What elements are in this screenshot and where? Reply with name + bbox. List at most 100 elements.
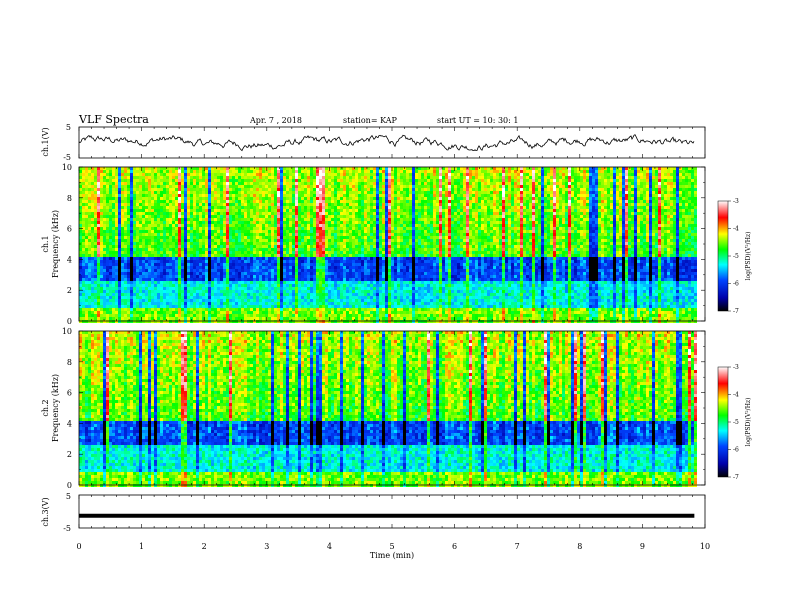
spectrogram-cell	[328, 224, 331, 227]
spectrogram-cell	[379, 224, 382, 227]
spectrogram-cell	[187, 224, 190, 227]
spectrogram-cell	[511, 197, 514, 200]
spectrogram-cell	[670, 170, 673, 173]
spectrogram-cell	[583, 212, 586, 215]
spectrogram-cell	[496, 221, 499, 224]
spectrogram-cell	[148, 212, 151, 215]
spectrogram-cell	[88, 188, 91, 191]
spectrogram-cell	[244, 170, 247, 173]
spectrogram-cell	[448, 182, 451, 185]
spectrogram-cell	[448, 212, 451, 215]
spectrogram-cell	[400, 188, 403, 191]
spectrogram-cell	[247, 191, 250, 194]
spectrogram-cell	[196, 188, 199, 191]
spectrogram-cell	[250, 194, 253, 197]
spectrogram-cell	[418, 221, 421, 224]
spectrogram-cell	[532, 185, 535, 188]
spectrogram-cell	[304, 221, 307, 224]
spectrogram-cell	[514, 221, 517, 224]
spectrogram-cell	[109, 167, 112, 170]
spectrogram-cell	[454, 212, 457, 215]
spectrogram-cell	[277, 188, 280, 191]
spectrogram-cell	[466, 167, 469, 170]
spectrogram-cell	[688, 167, 691, 170]
spectrogram-cell	[247, 167, 250, 170]
spectrogram-cell	[679, 191, 682, 194]
spectrogram-cell	[175, 167, 178, 170]
spectrogram-cell	[529, 176, 532, 179]
spectrogram-cell	[646, 224, 649, 227]
spectrogram-cell	[85, 188, 88, 191]
spectrogram-cell	[208, 203, 211, 206]
spectrogram-cell	[496, 182, 499, 185]
spectrogram-cell	[433, 203, 436, 206]
spectrogram-cell	[469, 224, 472, 227]
spectrogram-cell	[547, 215, 550, 218]
spectrogram-cell	[544, 203, 547, 206]
spectrogram-cell	[175, 230, 178, 233]
spectrogram-cell	[463, 200, 466, 203]
spectrogram-cell	[553, 194, 556, 197]
spectrogram-cell	[364, 227, 367, 230]
spectrogram-cell	[310, 173, 313, 176]
spectrogram-cell	[415, 173, 418, 176]
spectrogram-cell	[679, 233, 682, 236]
spectrogram-cell	[616, 173, 619, 176]
spectrogram-cell	[271, 236, 274, 239]
spectrogram-cell	[379, 194, 382, 197]
spectrogram-cell	[673, 179, 676, 182]
spectrogram-cell	[181, 218, 184, 221]
spectrogram-cell	[457, 203, 460, 206]
spectrogram-cell	[361, 218, 364, 221]
spectrogram-cell	[580, 197, 583, 200]
spectrogram-cell	[265, 227, 268, 230]
spectrogram-cell	[685, 224, 688, 227]
spectrogram-cell	[202, 191, 205, 194]
spectrogram-cell	[292, 170, 295, 173]
spectrogram-cell	[100, 206, 103, 209]
spectrogram-cell	[679, 221, 682, 224]
spectrogram-cell	[667, 209, 670, 212]
spectrogram-cell	[433, 167, 436, 170]
spectrogram-cell	[184, 212, 187, 215]
spectrogram-cell	[307, 227, 310, 230]
spectrogram-cell	[298, 173, 301, 176]
spectrogram-cell	[127, 215, 130, 218]
spectrogram-cell	[373, 212, 376, 215]
spectrogram-cell	[580, 227, 583, 230]
spectrogram-cell	[673, 209, 676, 212]
spectrogram-cell	[655, 203, 658, 206]
spectrogram-cell	[550, 197, 553, 200]
spectrogram-cell	[430, 236, 433, 239]
spectrogram-cell	[112, 227, 115, 230]
spectrogram-cell	[169, 203, 172, 206]
spectrogram-cell	[688, 176, 691, 179]
spectrogram-cell	[277, 167, 280, 170]
spectrogram-cell	[340, 224, 343, 227]
spectrogram-cell	[658, 233, 661, 236]
spectrogram-cell	[355, 212, 358, 215]
spectrogram-cell	[520, 200, 523, 203]
spectrogram-cell	[385, 197, 388, 200]
spectrogram-cell	[298, 194, 301, 197]
spectrogram-cell	[595, 173, 598, 176]
spectrogram-cell	[409, 233, 412, 236]
spectrogram-cell	[508, 188, 511, 191]
spectrogram-cell	[574, 233, 577, 236]
spectrogram-cell	[373, 182, 376, 185]
spectrogram-cell	[415, 212, 418, 215]
spectrogram-cell	[85, 215, 88, 218]
spectrogram-cell	[652, 203, 655, 206]
spectrogram-cell	[634, 182, 637, 185]
spectrogram-cell	[667, 167, 670, 170]
spectrogram-cell	[520, 212, 523, 215]
spectrogram-cell	[604, 176, 607, 179]
spectrogram-cell	[508, 206, 511, 209]
spectrogram-cell	[331, 185, 334, 188]
spectrogram-cell	[541, 212, 544, 215]
spectrogram-cell	[475, 203, 478, 206]
spectrogram-cell	[175, 176, 178, 179]
spectrogram-cell	[127, 179, 130, 182]
spectrogram-cell	[436, 209, 439, 212]
spectrogram-cell	[601, 215, 604, 218]
